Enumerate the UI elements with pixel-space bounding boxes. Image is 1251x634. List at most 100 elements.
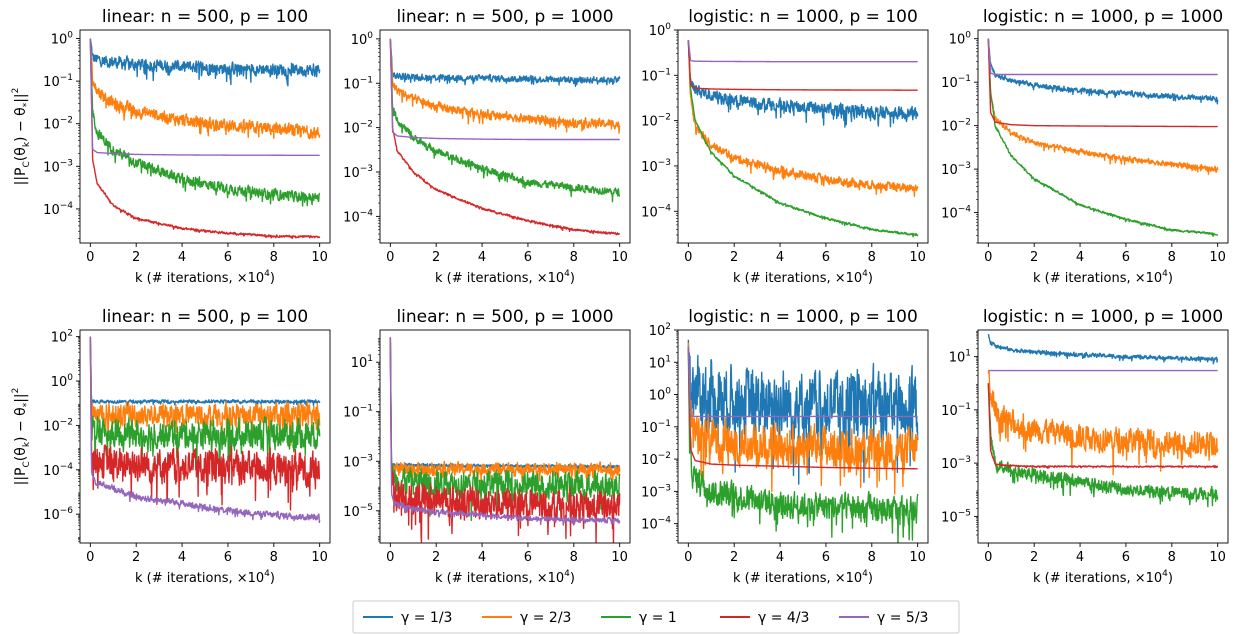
y-tick-label: 10−1 — [641, 419, 671, 436]
series-line-4 — [987, 383, 1219, 469]
series-line-2 — [987, 370, 1219, 476]
x-tick-label: 8 — [1168, 550, 1176, 565]
x-tick-label: 2 — [132, 250, 140, 265]
axes-frame — [977, 329, 1229, 544]
x-tick-label: 10 — [909, 550, 926, 565]
y-tick-label: 100 — [649, 22, 672, 39]
y-tick-label: 10−1 — [343, 75, 373, 92]
subplot-7: logistic: n = 1000, p = 100 0 2 4 6 8 10 10−4 10… — [641, 307, 929, 586]
subplot-title: linear: n = 500, p = 100 — [102, 7, 308, 27]
subplot-6: linear: n = 500, p = 1000 0 2 4 6 8 10 10−5 10−3… — [343, 307, 631, 586]
y-axis-label: ||PC(θk) − θ*||2 — [11, 388, 32, 486]
x-tick-label: 4 — [478, 250, 486, 265]
series-line-1 — [89, 336, 321, 407]
y-axis-label: ||PC(θk) − θ*||2 — [11, 88, 32, 186]
series-line-3 — [987, 38, 1219, 237]
y-tick-label: 10−1 — [343, 404, 373, 421]
x-axis-label: k (# iterations, ×104) — [135, 569, 275, 586]
series-line-3 — [687, 346, 919, 543]
x-tick-label: 8 — [868, 550, 876, 565]
x-tick-label: 2 — [432, 250, 440, 265]
series-line-4 — [389, 337, 621, 543]
y-tick-label: 10−3 — [343, 453, 373, 470]
y-tick-label: 10−6 — [43, 506, 73, 523]
series-line-5 — [687, 39, 918, 63]
x-tick-label: 4 — [178, 550, 186, 565]
y-tick-label: 10−4 — [641, 516, 671, 533]
series-line-4 — [687, 40, 918, 91]
x-tick-label: 8 — [270, 550, 278, 565]
series-line-3 — [89, 38, 321, 207]
y-tick-label: 100 — [949, 31, 972, 48]
x-tick-label: 10 — [311, 550, 328, 565]
x-tick-label: 0 — [684, 250, 692, 265]
y-tick-label: 10−1 — [641, 67, 671, 84]
series-line-1 — [687, 339, 919, 485]
series-line-2 — [389, 337, 621, 484]
subplot-3: logistic: n = 1000, p = 100 0 2 4 6 8 10 10−4 10… — [641, 7, 929, 286]
y-tick-label: 100 — [51, 373, 74, 390]
legend-label-3: γ = 1 — [639, 610, 677, 626]
y-tick-label: 10−2 — [641, 451, 671, 468]
y-tick-label: 101 — [949, 349, 971, 366]
y-tick-label: 102 — [51, 329, 73, 346]
series-line-2 — [687, 342, 919, 495]
series-line-5 — [89, 336, 321, 524]
x-tick-label: 6 — [524, 550, 532, 565]
legend: γ = 1/3 γ = 2/3 γ = 1 γ = 4/3 γ = 5/3 — [352, 600, 960, 634]
x-tick-label: 2 — [1030, 250, 1038, 265]
axes-frame — [79, 329, 331, 544]
y-tick-label: 10−3 — [343, 164, 373, 181]
legend-label-5: γ = 5/3 — [877, 610, 928, 626]
legend-label-2: γ = 2/3 — [520, 610, 571, 626]
series-line-3 — [389, 38, 621, 203]
x-axis-label: k (# iterations, ×104) — [1033, 569, 1173, 586]
y-tick-label: 10−2 — [941, 118, 971, 135]
x-tick-label: 6 — [524, 250, 532, 265]
x-tick-label: 8 — [1168, 250, 1176, 265]
x-tick-label: 8 — [570, 550, 578, 565]
y-tick-label: 10−4 — [343, 208, 373, 225]
series-line-5 — [987, 38, 1218, 76]
legend-label-1: γ = 1/3 — [401, 610, 452, 626]
x-axis-label: k (# iterations, ×104) — [1033, 269, 1173, 286]
x-tick-label: 0 — [984, 250, 992, 265]
y-tick-label: 100 — [351, 31, 374, 48]
x-tick-label: 6 — [1122, 250, 1130, 265]
subplot-title: linear: n = 500, p = 1000 — [396, 307, 613, 327]
series-line-4 — [89, 336, 321, 511]
x-tick-label: 10 — [1209, 250, 1226, 265]
x-axis-label: k (# iterations, ×104) — [733, 569, 873, 586]
y-tick-label: 10−5 — [941, 508, 971, 525]
x-tick-label: 2 — [132, 550, 140, 565]
series-line-5 — [389, 38, 620, 141]
axes-frame — [677, 29, 929, 244]
x-tick-label: 4 — [776, 550, 784, 565]
x-tick-label: 10 — [1209, 550, 1226, 565]
x-tick-label: 8 — [270, 250, 278, 265]
series-line-1 — [389, 38, 621, 87]
x-tick-label: 2 — [432, 550, 440, 565]
subplot-5: linear: n = 500, p = 100 0 2 4 6 8 10 10−6 10−4 1… — [11, 307, 331, 586]
x-tick-label: 2 — [730, 550, 738, 565]
y-tick-label: 100 — [51, 31, 74, 48]
y-tick-label: 10−3 — [641, 483, 671, 500]
x-axis-label: k (# iterations, ×104) — [135, 269, 275, 286]
series-line-1 — [987, 38, 1219, 105]
x-tick-label: 6 — [822, 550, 830, 565]
series-line-2 — [389, 38, 621, 134]
y-tick-label: 101 — [649, 354, 671, 371]
y-tick-label: 10−3 — [43, 158, 73, 175]
y-tick-label: 10−3 — [941, 161, 971, 178]
subplot-1: linear: n = 500, p = 100 0 2 4 6 8 10 10−4 10−3 1… — [11, 7, 331, 286]
x-tick-label: 10 — [311, 250, 328, 265]
x-tick-label: 10 — [909, 250, 926, 265]
y-tick-label: 101 — [351, 354, 373, 371]
y-tick-label: 10−4 — [941, 205, 971, 222]
y-tick-label: 10−2 — [43, 116, 73, 133]
y-tick-label: 10−2 — [43, 417, 73, 434]
legend-label-4: γ = 4/3 — [758, 610, 809, 626]
subplot-8: logistic: n = 1000, p = 1000 0 2 4 6 8 10 10−5 1… — [941, 307, 1229, 586]
series-line-2 — [987, 38, 1219, 175]
series-line-3 — [89, 336, 321, 472]
